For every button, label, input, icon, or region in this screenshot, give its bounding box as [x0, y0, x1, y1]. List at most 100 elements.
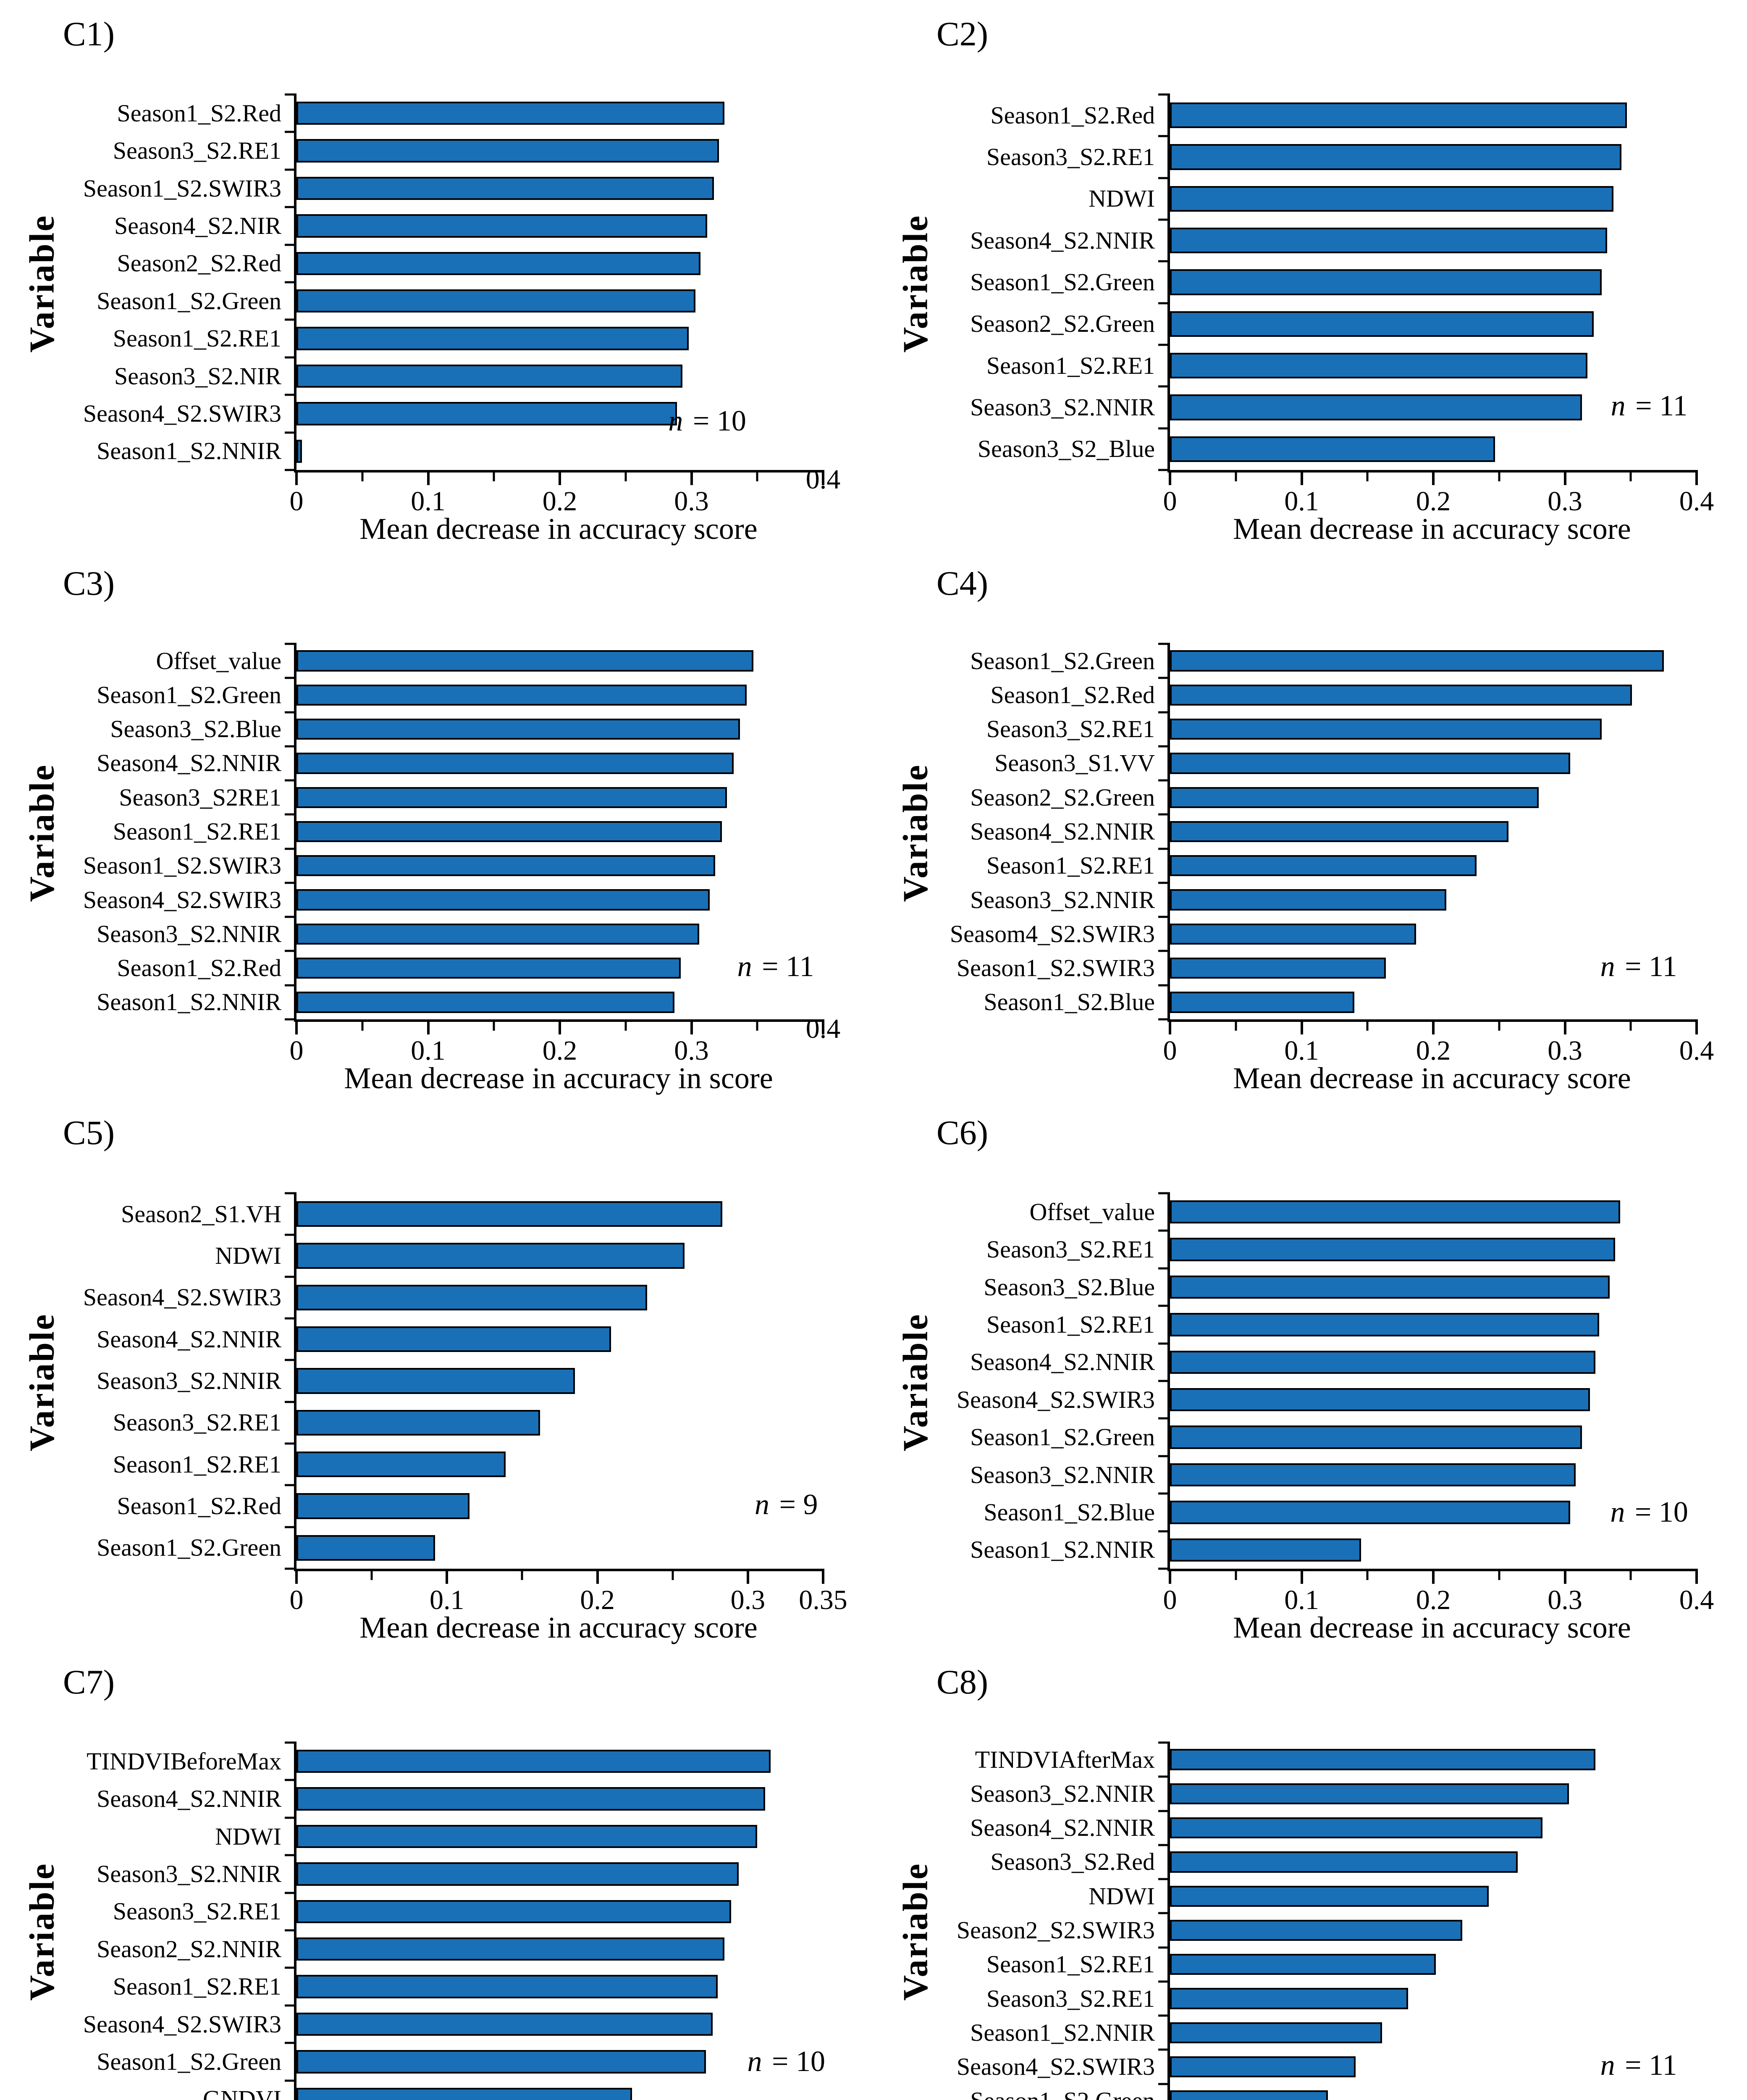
- x-minor-tick-mark: [493, 1019, 495, 1031]
- y-tick-mark: [1158, 1775, 1170, 1778]
- bar: [1170, 1350, 1595, 1374]
- y-tick-mark: [285, 1276, 296, 1278]
- bar: [296, 1749, 771, 1773]
- x-tick-label: 0.3: [1548, 486, 1582, 517]
- chart-panel-c4: C4) Variable Season1_S2.Green Season1_S2.…: [874, 549, 1747, 1099]
- y-tick-mark: [285, 131, 296, 133]
- y-axis-title: Variable: [896, 214, 935, 353]
- x-tick-mark: [690, 470, 693, 485]
- y-tick-label: Season3_S2.RE1: [986, 143, 1155, 171]
- y-tick-label: NDWI: [215, 1822, 281, 1850]
- y-tick-mark: [285, 1854, 296, 1856]
- y-tick-label: Season1_S2.RE1: [113, 818, 281, 845]
- bar: [1170, 992, 1354, 1013]
- y-tick-mark: [285, 206, 296, 208]
- y-tick-label: Season3_S2.Blue: [110, 715, 281, 743]
- x-tick-label: 0: [1163, 1035, 1177, 1066]
- x-tick-mark: [1169, 470, 1171, 485]
- y-tick-mark: [285, 1359, 296, 1361]
- y-tick-mark: [1158, 813, 1170, 816]
- y-axis-title: Variable: [22, 1862, 62, 2001]
- x-tick-mark: [1695, 1569, 1698, 1584]
- y-tick-mark: [1158, 779, 1170, 782]
- plot-area: TINDVIBeforeMax Season4_S2.NNIR NDWI Season…: [83, 1741, 825, 2100]
- plot-area: Season1_S2.Green Season1_S2.Red Season3_S2…: [950, 643, 1714, 1065]
- bar: [1170, 2090, 1328, 2100]
- y-tick-mark: [1158, 745, 1170, 748]
- chart-panel-c1: C1) Variable Season1_S2.Red Season3_S2.RE…: [0, 0, 874, 549]
- y-tick-mark: [285, 745, 296, 748]
- x-tick-mark: [559, 470, 561, 485]
- y-tick-label: Season1_S2.Green: [97, 287, 281, 315]
- y-tick-label: NDWI: [1089, 1882, 1155, 1910]
- bar: [1170, 957, 1386, 979]
- y-tick-mark: [285, 779, 296, 782]
- y-tick-label: Season1_S2.NNIR: [970, 1536, 1155, 1564]
- plot-area: TINDVIAfterMax Season3_S2.NNIR Season4_S2.…: [957, 1741, 1697, 2100]
- x-minor-tick-mark: [1629, 1019, 1632, 1031]
- y-axis-title: Variable: [22, 214, 62, 353]
- y-tick-mark: [285, 984, 296, 987]
- x-tick-label: 0.1: [1284, 1035, 1319, 1066]
- y-tick-label: Seasom4_S2.SWIR3: [950, 920, 1155, 948]
- bar: [1170, 269, 1602, 295]
- y-tick-mark: [1158, 1492, 1170, 1495]
- y-tick-mark: [285, 1018, 296, 1021]
- y-tick-label: Season3_S2.RE1: [113, 137, 281, 165]
- y-tick-mark: [1158, 93, 1170, 96]
- y-tick-mark: [1158, 1567, 1170, 1570]
- y-axis-title: Variable: [22, 764, 62, 902]
- bar: [296, 1787, 766, 1811]
- y-tick-label: TINDVIBeforeMax: [87, 1747, 281, 1775]
- bar: [1170, 1388, 1590, 1412]
- x-tick-label: 0.1: [430, 1585, 464, 1615]
- bar: [296, 176, 714, 200]
- y-tick-mark: [285, 1234, 296, 1236]
- y-tick-mark: [1158, 711, 1170, 714]
- bar: [1170, 186, 1614, 212]
- y-tick-mark: [285, 1741, 296, 1744]
- bar: [296, 1975, 718, 1998]
- x-tick-mark: [1563, 1019, 1566, 1034]
- plot-area: Offset_value Season3_S2.RE1 Season3_S2.Blu…: [957, 1192, 1714, 1614]
- y-tick-label: Season1_S2.RE1: [986, 1950, 1155, 1978]
- x-tick-label: 0.2: [542, 486, 577, 517]
- y-tick-mark: [285, 643, 296, 645]
- x-minor-tick-mark: [361, 1019, 364, 1031]
- bar: [296, 327, 689, 350]
- y-tick-mark: [285, 916, 296, 918]
- bar: [296, 1937, 724, 1961]
- y-tick-mark: [285, 93, 296, 96]
- bar: [296, 364, 682, 388]
- y-tick-mark: [1158, 1844, 1170, 1846]
- y-tick-label: Season1_S2.Blue: [984, 1498, 1155, 1526]
- y-tick-label: Season3_S2.NNIR: [970, 1780, 1155, 1807]
- y-tick-label: Season3_S2.NNIR: [970, 394, 1155, 421]
- y-tick-label: Season1_S2.Blue: [984, 988, 1155, 1016]
- y-tick-mark: [1158, 1417, 1170, 1420]
- x-minor-tick-mark: [1629, 470, 1632, 481]
- y-tick-label: Season1_S2.Green: [970, 1423, 1155, 1451]
- chart-title: C2): [936, 15, 988, 53]
- bar: [1170, 2056, 1356, 2078]
- x-tick-mark: [1432, 1569, 1435, 1584]
- bar: [1170, 1238, 1615, 1261]
- y-tick-label: Season2_S2.SWIR3: [956, 1916, 1155, 1944]
- y-tick-mark: [1158, 1530, 1170, 1533]
- x-tick-mark: [295, 1019, 298, 1034]
- x-tick-label: 0.3: [1548, 1035, 1582, 1066]
- y-tick-mark: [285, 244, 296, 246]
- y-tick-mark: [1158, 2014, 1170, 2017]
- bar: [296, 1326, 611, 1352]
- bar: [296, 139, 719, 163]
- bar: [1170, 650, 1664, 672]
- y-tick-label: Season4_S2.NIR: [114, 212, 281, 239]
- bar: [1170, 1954, 1436, 1975]
- bar: [1170, 1885, 1489, 1907]
- x-tick-label: 0.4: [1679, 1585, 1714, 1615]
- x-tick-mark: [1169, 1019, 1171, 1034]
- y-tick-label: Season4_S2.NNIR: [970, 818, 1155, 845]
- chart-title: C3): [63, 564, 115, 602]
- y-tick-mark: [285, 813, 296, 816]
- bar: [1170, 855, 1477, 877]
